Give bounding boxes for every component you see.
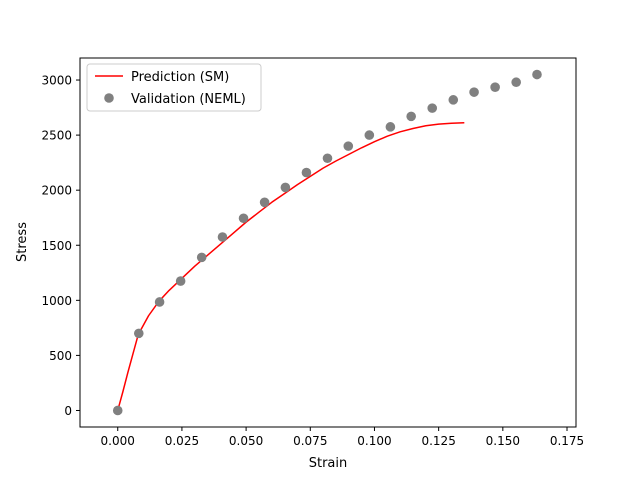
x-tick-label: 0.050 xyxy=(229,434,263,448)
data-point-validation xyxy=(238,213,249,224)
data-point-validation xyxy=(532,69,542,80)
y-axis-ticks: 0 500 1000 1500 2000 2500 3000 xyxy=(41,74,80,418)
y-tick-label: 500 xyxy=(49,349,72,363)
data-point-validation xyxy=(112,405,123,416)
data-point-validation xyxy=(469,87,479,97)
x-tick-label: 0.075 xyxy=(293,434,327,448)
legend-marker-validation xyxy=(104,93,114,103)
legend: Prediction (SM) Validation (NEML) xyxy=(86,63,262,112)
data-point-validation xyxy=(364,130,375,140)
x-axis-ticks: 0.000 0.025 0.050 0.075 0.100 0.125 0.150 0.175 xyxy=(101,427,584,448)
data-point-validation xyxy=(175,276,186,286)
x-tick-label: 0.025 xyxy=(165,434,199,448)
legend-label-prediction: Prediction (SM) xyxy=(131,70,229,85)
data-point-validation xyxy=(154,297,165,307)
y-tick-label: 2000 xyxy=(41,184,72,198)
series-layer xyxy=(112,69,542,416)
y-tick-label: 1500 xyxy=(41,239,72,253)
data-point-validation xyxy=(385,122,396,132)
x-tick-label: 0.150 xyxy=(486,434,520,448)
data-point-validation xyxy=(343,141,354,151)
data-point-validation xyxy=(301,167,312,178)
y-tick-label: 0 xyxy=(64,404,72,418)
data-point-validation xyxy=(133,328,144,339)
y-tick-label: 2500 xyxy=(41,129,72,143)
data-point-validation xyxy=(217,232,228,242)
x-tick-label: 0.100 xyxy=(357,434,391,448)
x-axis-label: Strain xyxy=(309,456,348,471)
data-point-validation xyxy=(427,103,438,113)
y-tick-label: 1000 xyxy=(41,294,72,308)
series-line-prediction xyxy=(117,122,465,411)
data-point-validation xyxy=(196,252,207,263)
y-axis-label: Stress xyxy=(15,222,30,262)
plot-area xyxy=(80,58,576,427)
x-tick-label: 0.000 xyxy=(101,434,135,448)
data-point-validation xyxy=(259,197,270,208)
data-point-validation xyxy=(511,77,521,88)
data-point-validation xyxy=(448,95,459,105)
legend-frame xyxy=(86,63,262,112)
x-tick-label: 0.175 xyxy=(550,434,584,448)
data-point-validation xyxy=(322,153,333,164)
data-point-validation xyxy=(280,182,291,193)
legend-label-validation: Validation (NEML) xyxy=(131,92,246,107)
x-tick-label: 0.125 xyxy=(421,434,455,448)
y-tick-label: 3000 xyxy=(41,74,72,88)
data-point-validation xyxy=(406,111,416,122)
axes-frame xyxy=(79,57,577,428)
data-point-validation xyxy=(490,82,500,92)
